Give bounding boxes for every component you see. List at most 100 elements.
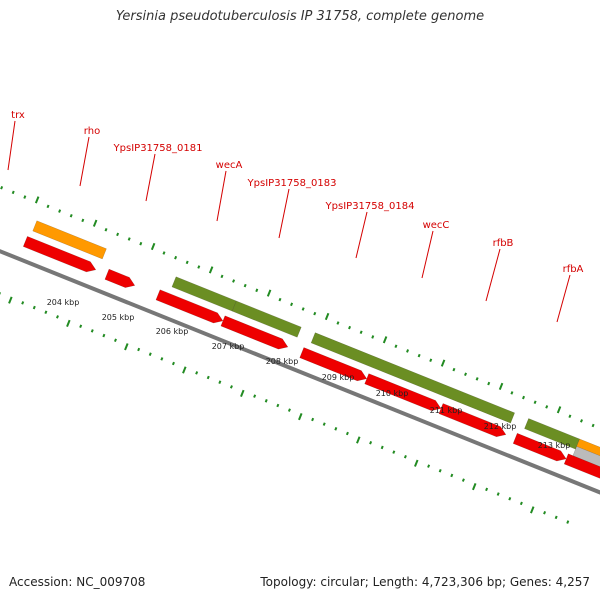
outer-tick bbox=[174, 255, 178, 260]
inner-tick bbox=[322, 422, 326, 426]
outer-tick bbox=[313, 311, 317, 316]
inner-tick bbox=[461, 478, 465, 482]
outer-tick bbox=[23, 195, 27, 199]
outer-tick bbox=[232, 279, 236, 283]
backbone-line bbox=[0, 249, 600, 495]
inner-tick bbox=[90, 329, 94, 333]
outer-tick bbox=[197, 265, 201, 269]
outer-tick bbox=[139, 241, 143, 246]
outer-tick bbox=[371, 335, 375, 339]
genome-summary-text: Topology: circular; Length: 4,723,306 bp… bbox=[260, 575, 590, 589]
inner-tick bbox=[356, 436, 361, 444]
outer-tick-track bbox=[0, 185, 595, 428]
outer-tick bbox=[429, 358, 433, 363]
label-leader bbox=[485, 248, 501, 302]
inner-tick bbox=[450, 473, 454, 478]
inner-tick bbox=[182, 366, 187, 374]
outer-tick bbox=[104, 227, 108, 232]
kbp-label: 206 kbp bbox=[156, 327, 189, 336]
gene-label: wecA bbox=[216, 160, 243, 171]
kbp-label: 204 kbp bbox=[47, 298, 80, 307]
inner-tick-track bbox=[0, 292, 570, 524]
label-leader bbox=[216, 170, 227, 222]
inner-tick bbox=[566, 520, 570, 524]
cds-arrow bbox=[364, 373, 442, 411]
outer-tick bbox=[406, 349, 410, 353]
gene-label: rfbA bbox=[563, 264, 584, 275]
outer-tick bbox=[127, 237, 131, 241]
outer-tick bbox=[34, 196, 40, 204]
inner-tick bbox=[44, 310, 48, 315]
cds-arrow bbox=[155, 289, 224, 324]
outer-tick bbox=[522, 395, 526, 400]
outer-tick bbox=[556, 406, 562, 414]
inner-tick bbox=[240, 389, 245, 397]
inner-tick bbox=[21, 301, 25, 305]
inner-tick bbox=[102, 333, 106, 338]
outer-tick bbox=[150, 242, 156, 251]
inner-tick bbox=[171, 361, 175, 366]
outer-tick bbox=[162, 251, 166, 255]
inner-tick bbox=[311, 417, 315, 422]
feature-block bbox=[572, 446, 600, 468]
label-leader bbox=[79, 136, 90, 187]
gene-labels: trx rho YpsIP31758_0181 wecA YpsIP31758_0183… bbox=[11, 110, 583, 275]
outer-tick bbox=[243, 283, 247, 288]
label-leader bbox=[556, 274, 571, 323]
inner-tick bbox=[472, 482, 477, 491]
inner-tick bbox=[414, 459, 419, 467]
outer-tick bbox=[591, 423, 595, 428]
outer-tick bbox=[69, 213, 73, 218]
map-title: Yersinia pseudotuberculosis IP 31758, co… bbox=[115, 9, 485, 24]
inner-tick bbox=[345, 431, 349, 436]
outer-tick bbox=[92, 219, 98, 227]
outer-tick bbox=[348, 325, 352, 330]
outer-tick bbox=[255, 288, 259, 293]
outer-tick bbox=[185, 260, 189, 265]
inner-tick bbox=[218, 380, 222, 384]
inner-tick bbox=[380, 445, 384, 450]
inner-tick bbox=[137, 347, 141, 352]
inner-tick bbox=[79, 324, 83, 328]
inner-tick bbox=[334, 427, 338, 431]
outer-tick bbox=[301, 307, 305, 311]
outer-tick bbox=[0, 185, 4, 190]
outer-tick bbox=[452, 367, 456, 372]
outer-tick bbox=[580, 419, 583, 423]
cds-arrow bbox=[22, 236, 97, 273]
outer-tick bbox=[464, 372, 468, 377]
inner-tick bbox=[508, 496, 512, 501]
inner-tick bbox=[392, 450, 396, 454]
outer-tick bbox=[290, 302, 294, 307]
cds-arrow bbox=[104, 268, 136, 288]
kbp-label: 213 kbp bbox=[538, 441, 571, 450]
inner-tick bbox=[55, 315, 59, 319]
kbp-label: 210 kbp bbox=[376, 389, 409, 398]
backbone-track bbox=[0, 249, 600, 495]
inner-tick bbox=[8, 296, 13, 304]
gene-label: wecC bbox=[423, 220, 450, 231]
cds-arrow bbox=[563, 453, 600, 479]
cds-arrow bbox=[512, 432, 567, 462]
inner-tick bbox=[32, 305, 36, 310]
outer-tick bbox=[359, 330, 363, 335]
outer-tick bbox=[278, 297, 282, 302]
outer-tick bbox=[417, 353, 421, 358]
gene-label: YpsIP31758_0181 bbox=[113, 143, 203, 154]
inner-tick bbox=[543, 510, 547, 515]
kbp-labels: 204 kbp 205 kbp 206 kbp 207 kbp 208 kbp 209 k… bbox=[47, 298, 571, 450]
outer-tick bbox=[81, 218, 85, 223]
outer-tick bbox=[208, 266, 214, 274]
inner-tick bbox=[276, 403, 280, 408]
outer-tick bbox=[568, 414, 572, 418]
label-leader bbox=[355, 211, 368, 259]
inner-tick bbox=[206, 375, 210, 380]
outer-tick bbox=[324, 312, 330, 321]
inner-tick bbox=[369, 441, 373, 445]
inner-tick bbox=[427, 464, 431, 468]
label-leaders bbox=[7, 120, 571, 323]
label-leader bbox=[145, 153, 156, 202]
inner-tick bbox=[66, 319, 71, 328]
kbp-label: 209 kbp bbox=[322, 373, 355, 382]
